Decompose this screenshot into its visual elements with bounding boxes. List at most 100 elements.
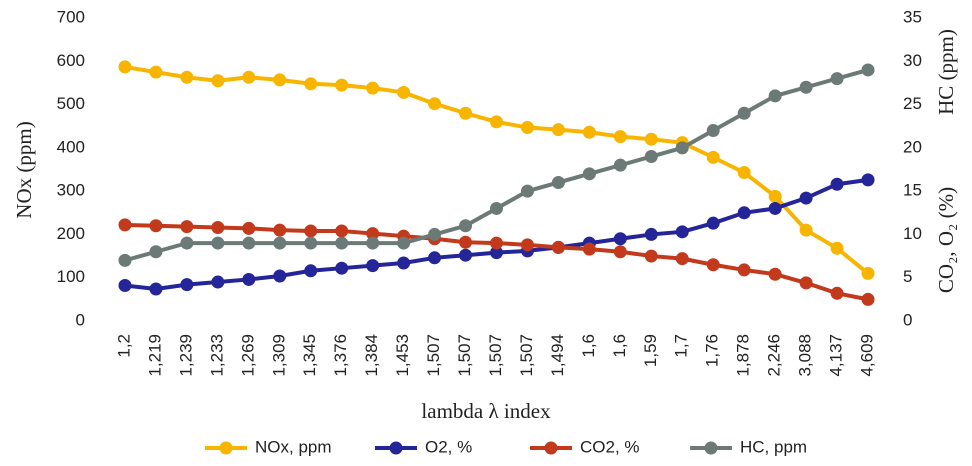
data-point bbox=[304, 77, 318, 91]
x-tick-label: 1,233 bbox=[207, 334, 226, 377]
data-point bbox=[861, 266, 875, 280]
x-tick-label: 1,7 bbox=[672, 334, 691, 358]
data-point bbox=[582, 125, 596, 139]
data-point bbox=[551, 175, 565, 189]
data-point bbox=[706, 124, 720, 138]
data-point bbox=[118, 60, 132, 74]
legend-label: NOx, ppm bbox=[255, 437, 332, 456]
data-point bbox=[304, 236, 318, 250]
series-line bbox=[124, 222, 869, 302]
y2-tick-label: 5 bbox=[903, 267, 912, 286]
data-point bbox=[180, 220, 194, 234]
data-point bbox=[520, 121, 534, 135]
x-tick-label: 4,137 bbox=[827, 334, 846, 377]
y-tick-label: 400 bbox=[57, 137, 85, 156]
data-point bbox=[211, 74, 225, 88]
x-tick-label: 1,494 bbox=[548, 334, 567, 377]
data-point bbox=[273, 223, 287, 237]
x-tick-label: 1,507 bbox=[424, 334, 443, 377]
data-point bbox=[273, 73, 287, 87]
data-point bbox=[459, 235, 473, 249]
y2-tick-label: 30 bbox=[903, 51, 922, 70]
y-tick-label: 700 bbox=[57, 7, 85, 26]
data-point bbox=[582, 242, 596, 256]
data-point bbox=[242, 236, 256, 250]
x-tick-label: 2,246 bbox=[765, 334, 784, 377]
data-point bbox=[397, 256, 411, 270]
data-point bbox=[768, 267, 782, 281]
data-point bbox=[397, 85, 411, 99]
x-tick-label: 1,219 bbox=[145, 334, 164, 377]
data-point bbox=[335, 261, 349, 275]
data-point bbox=[366, 259, 380, 273]
x-tick-label: 3,088 bbox=[796, 334, 815, 377]
y-tick-label: 500 bbox=[57, 94, 85, 113]
legend-label: O2, % bbox=[425, 437, 472, 456]
data-point bbox=[861, 292, 875, 306]
data-point bbox=[149, 245, 163, 259]
data-point bbox=[118, 279, 132, 293]
data-point bbox=[242, 70, 256, 84]
x-tick-label: 1,76 bbox=[703, 334, 722, 367]
x-tick-label: 1,345 bbox=[300, 334, 319, 377]
data-point bbox=[366, 227, 380, 241]
data-point bbox=[644, 227, 658, 241]
series-line bbox=[124, 68, 869, 263]
data-point bbox=[737, 263, 751, 277]
x-tick-label: 1,507 bbox=[517, 334, 536, 377]
legend-label: HC, ppm bbox=[740, 437, 807, 456]
data-point bbox=[861, 173, 875, 187]
data-point bbox=[706, 258, 720, 272]
x-tick-label: 1,453 bbox=[393, 334, 412, 377]
x-tick-label: 1,6 bbox=[579, 334, 598, 358]
data-point bbox=[180, 278, 194, 292]
data-point bbox=[613, 245, 627, 259]
legend-marker bbox=[389, 441, 403, 455]
data-point bbox=[149, 65, 163, 79]
data-point bbox=[180, 236, 194, 250]
data-point bbox=[366, 81, 380, 95]
legend-label: CO2, % bbox=[580, 437, 640, 456]
data-point bbox=[273, 269, 287, 283]
x-tick-label: 1,269 bbox=[238, 334, 257, 377]
data-point bbox=[799, 191, 813, 205]
y2-axis-title: CO₂, O₂ (%) bbox=[934, 187, 958, 293]
data-point bbox=[737, 206, 751, 220]
y2-tick-label: 35 bbox=[903, 7, 922, 26]
data-point bbox=[799, 223, 813, 237]
data-point bbox=[242, 221, 256, 235]
data-point bbox=[799, 80, 813, 94]
x-tick-label: 1,384 bbox=[362, 334, 381, 377]
y-tick-label: 600 bbox=[57, 51, 85, 70]
y2-tick-label: 25 bbox=[903, 94, 922, 113]
y2-tick-label: 10 bbox=[903, 224, 922, 243]
data-point bbox=[830, 241, 844, 255]
y2-tick-label: 15 bbox=[903, 181, 922, 200]
data-point bbox=[613, 130, 627, 144]
data-point bbox=[644, 249, 658, 263]
data-point bbox=[737, 106, 751, 120]
x-tick-label: 1,878 bbox=[734, 334, 753, 377]
y-tick-label: 100 bbox=[57, 267, 85, 286]
data-point bbox=[149, 219, 163, 233]
y2-tick-label: 20 bbox=[903, 137, 922, 156]
x-tick-label: 4,609 bbox=[858, 334, 877, 377]
data-point bbox=[428, 97, 442, 111]
data-point bbox=[490, 115, 503, 129]
data-point bbox=[335, 236, 349, 250]
x-tick-label: 1,507 bbox=[486, 334, 505, 377]
data-point bbox=[830, 72, 844, 86]
data-point bbox=[706, 216, 720, 230]
data-point bbox=[520, 238, 534, 252]
data-point bbox=[706, 150, 720, 164]
data-point bbox=[211, 236, 225, 250]
x-tick-label: 1,309 bbox=[269, 334, 288, 377]
data-point bbox=[490, 201, 503, 215]
data-point bbox=[366, 236, 380, 250]
data-point bbox=[861, 63, 875, 77]
data-point bbox=[644, 132, 658, 146]
data-point bbox=[582, 167, 596, 181]
data-point bbox=[180, 70, 194, 84]
